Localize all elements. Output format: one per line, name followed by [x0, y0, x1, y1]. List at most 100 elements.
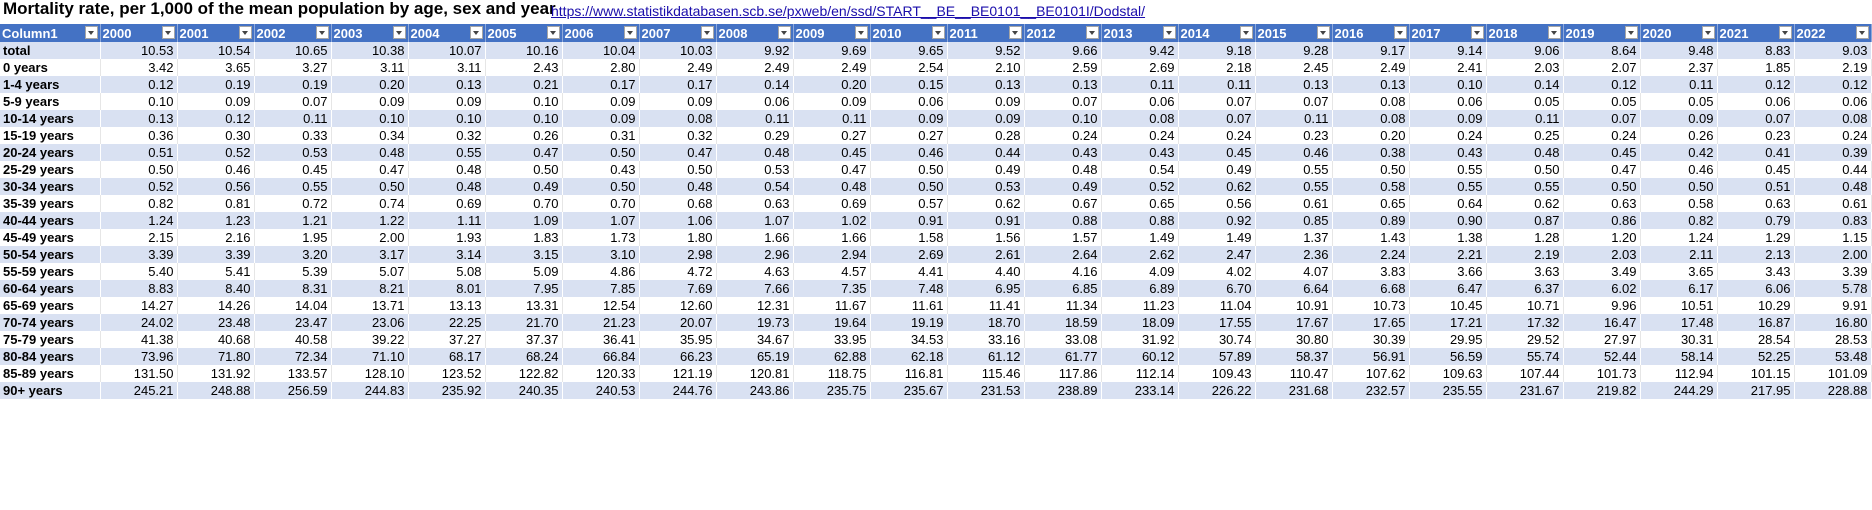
value-cell[interactable]: 22.25 [408, 314, 486, 331]
value-cell[interactable]: 1.09 [485, 212, 563, 229]
value-cell[interactable]: 10.45 [1409, 297, 1487, 314]
value-cell[interactable]: 6.47 [1409, 280, 1487, 297]
value-cell[interactable]: 9.42 [1101, 42, 1179, 59]
value-cell[interactable]: 16.80 [1794, 314, 1872, 331]
value-cell[interactable]: 0.08 [1794, 110, 1872, 127]
value-cell[interactable]: 73.96 [100, 348, 178, 365]
value-cell[interactable]: 0.14 [716, 76, 794, 93]
value-cell[interactable]: 0.48 [639, 178, 717, 195]
value-cell[interactable]: 1.06 [639, 212, 717, 229]
value-cell[interactable]: 17.21 [1409, 314, 1487, 331]
value-cell[interactable]: 5.41 [177, 263, 255, 280]
column-header-year[interactable]: 2018 [1486, 24, 1564, 42]
value-cell[interactable]: 235.55 [1409, 382, 1487, 399]
value-cell[interactable]: 0.57 [870, 195, 948, 212]
row-label-cell[interactable]: 55-59 years [0, 263, 101, 280]
value-cell[interactable]: 3.27 [254, 59, 332, 76]
filter-dropdown-icon[interactable] [1547, 26, 1561, 39]
value-cell[interactable]: 13.13 [408, 297, 486, 314]
value-cell[interactable]: 52.44 [1563, 348, 1641, 365]
column-header-year[interactable]: 2021 [1717, 24, 1795, 42]
value-cell[interactable]: 6.70 [1178, 280, 1256, 297]
value-cell[interactable]: 62.18 [870, 348, 948, 365]
value-cell[interactable]: 0.05 [1563, 93, 1641, 110]
filter-dropdown-icon[interactable] [1085, 26, 1099, 39]
value-cell[interactable]: 0.43 [1024, 144, 1102, 161]
value-cell[interactable]: 9.52 [947, 42, 1025, 59]
value-cell[interactable]: 0.53 [947, 178, 1025, 195]
value-cell[interactable]: 30.31 [1640, 331, 1718, 348]
filter-dropdown-icon[interactable] [1701, 26, 1715, 39]
value-cell[interactable]: 0.11 [1255, 110, 1333, 127]
value-cell[interactable]: 0.20 [1332, 127, 1410, 144]
value-cell[interactable]: 0.48 [1486, 144, 1564, 161]
value-cell[interactable]: 17.65 [1332, 314, 1410, 331]
value-cell[interactable]: 245.21 [100, 382, 178, 399]
value-cell[interactable]: 0.51 [1717, 178, 1795, 195]
value-cell[interactable]: 3.39 [1794, 263, 1872, 280]
value-cell[interactable]: 0.47 [639, 144, 717, 161]
value-cell[interactable]: 2.47 [1178, 246, 1256, 263]
value-cell[interactable]: 0.23 [1255, 127, 1333, 144]
value-cell[interactable]: 2.13 [1717, 246, 1795, 263]
value-cell[interactable]: 0.49 [1178, 161, 1256, 178]
value-cell[interactable]: 2.19 [1794, 59, 1872, 76]
value-cell[interactable]: 0.07 [1717, 110, 1795, 127]
value-cell[interactable]: 6.89 [1101, 280, 1179, 297]
sheet-title[interactable]: Mortality rate, per 1,000 of the mean po… [3, 0, 556, 18]
row-label-cell[interactable]: 70-74 years [0, 314, 101, 331]
value-cell[interactable]: 0.55 [1255, 161, 1333, 178]
value-cell[interactable]: 6.17 [1640, 280, 1718, 297]
value-cell[interactable]: 39.22 [331, 331, 409, 348]
value-cell[interactable]: 0.46 [1255, 144, 1333, 161]
value-cell[interactable]: 56.59 [1409, 348, 1487, 365]
value-cell[interactable]: 0.50 [100, 161, 178, 178]
column-header-label[interactable]: Column1 [0, 24, 101, 42]
value-cell[interactable]: 9.18 [1178, 42, 1256, 59]
value-cell[interactable]: 122.82 [485, 365, 563, 382]
value-cell[interactable]: 0.24 [1409, 127, 1487, 144]
value-cell[interactable]: 17.48 [1640, 314, 1718, 331]
value-cell[interactable]: 40.68 [177, 331, 255, 348]
value-cell[interactable]: 101.09 [1794, 365, 1872, 382]
value-cell[interactable]: 7.95 [485, 280, 563, 297]
value-cell[interactable]: 0.46 [177, 161, 255, 178]
value-cell[interactable]: 66.84 [562, 348, 640, 365]
value-cell[interactable]: 2.11 [1640, 246, 1718, 263]
value-cell[interactable]: 0.48 [408, 161, 486, 178]
value-cell[interactable]: 1.24 [1640, 229, 1718, 246]
value-cell[interactable]: 13.71 [331, 297, 409, 314]
value-cell[interactable]: 11.34 [1024, 297, 1102, 314]
value-cell[interactable]: 0.28 [947, 127, 1025, 144]
value-cell[interactable]: 0.55 [1255, 178, 1333, 195]
value-cell[interactable]: 60.12 [1101, 348, 1179, 365]
filter-dropdown-icon[interactable] [854, 26, 868, 39]
filter-dropdown-icon[interactable] [623, 26, 637, 39]
value-cell[interactable]: 0.47 [331, 161, 409, 178]
value-cell[interactable]: 232.57 [1332, 382, 1410, 399]
value-cell[interactable]: 0.50 [870, 178, 948, 195]
filter-dropdown-icon[interactable] [1778, 26, 1792, 39]
value-cell[interactable]: 0.48 [408, 178, 486, 195]
value-cell[interactable]: 2.19 [1486, 246, 1564, 263]
value-cell[interactable]: 0.48 [716, 144, 794, 161]
value-cell[interactable]: 0.44 [1794, 161, 1872, 178]
value-cell[interactable]: 9.66 [1024, 42, 1102, 59]
value-cell[interactable]: 0.10 [408, 110, 486, 127]
value-cell[interactable]: 16.47 [1563, 314, 1641, 331]
value-cell[interactable]: 23.06 [331, 314, 409, 331]
value-cell[interactable]: 0.09 [1640, 110, 1718, 127]
value-cell[interactable]: 107.62 [1332, 365, 1410, 382]
value-cell[interactable]: 0.09 [947, 110, 1025, 127]
value-cell[interactable]: 2.07 [1563, 59, 1641, 76]
value-cell[interactable]: 0.10 [485, 110, 563, 127]
value-cell[interactable]: 0.07 [1178, 110, 1256, 127]
value-cell[interactable]: 0.70 [562, 195, 640, 212]
value-cell[interactable]: 2.00 [331, 229, 409, 246]
value-cell[interactable]: 0.53 [254, 144, 332, 161]
value-cell[interactable]: 0.68 [639, 195, 717, 212]
value-cell[interactable]: 233.14 [1101, 382, 1179, 399]
row-label-cell[interactable]: 50-54 years [0, 246, 101, 263]
filter-dropdown-icon[interactable] [238, 26, 252, 39]
filter-dropdown-icon[interactable] [84, 26, 98, 39]
